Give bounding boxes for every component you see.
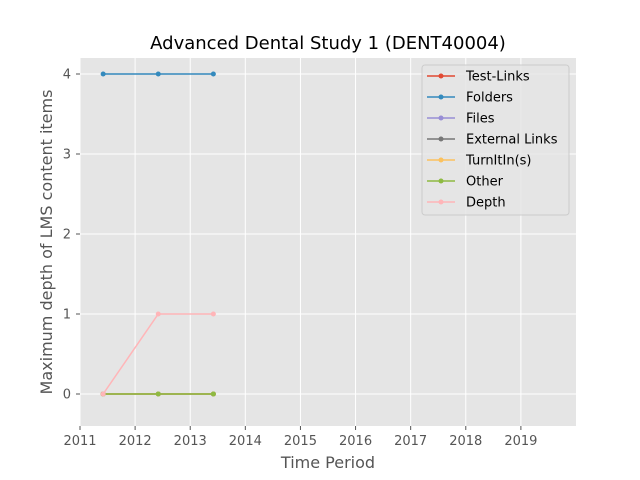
series-depth — [100, 311, 216, 397]
series-group — [100, 71, 216, 397]
x-tick-label: 2013 — [174, 434, 207, 449]
x-axis-label: Time Period — [280, 453, 375, 472]
y-axis-label: Maximum depth of LMS content items — [37, 90, 56, 395]
data-point — [155, 311, 161, 317]
legend-swatch-marker — [438, 136, 444, 142]
legend-swatch-marker — [438, 94, 444, 100]
legend-swatch-marker — [438, 178, 444, 184]
legend: Test-Links Folders Files External Links Turn… — [421, 64, 570, 216]
data-point — [210, 391, 216, 397]
legend-label: Test-Links — [465, 70, 530, 85]
x-tick-label: 2015 — [284, 434, 317, 449]
legend-label: Other — [466, 175, 504, 190]
x-tick-label: 2016 — [339, 434, 372, 449]
x-tick-label: 2014 — [229, 434, 262, 449]
data-point — [210, 71, 216, 77]
legend-swatch-marker — [438, 157, 444, 163]
x-tick-label: 2011 — [63, 434, 96, 449]
x-tick-label: 2012 — [119, 434, 152, 449]
series-folders — [100, 71, 216, 77]
legend-label: External Links — [466, 133, 558, 148]
y-tick-label: 0 — [63, 388, 71, 403]
legend-item: Files — [427, 112, 495, 127]
legend-item: Depth — [427, 196, 506, 211]
legend-swatch-marker — [438, 73, 444, 79]
legend-label: Depth — [466, 196, 506, 211]
y-tick-label: 1 — [63, 308, 71, 323]
data-point — [100, 391, 106, 397]
legend-item: External Links — [427, 133, 558, 148]
data-point — [155, 71, 161, 77]
data-point — [210, 311, 216, 317]
chart-title: Advanced Dental Study 1 (DENT40004) — [150, 33, 506, 54]
legend-item: Test-Links — [427, 70, 530, 85]
legend-label: Files — [466, 112, 495, 127]
y-tick-label: 3 — [63, 148, 71, 163]
y-tick-label: 2 — [63, 228, 71, 243]
x-axis-ticks: 2011 2012 2013 2014 2015 2016 2017 2018 2019 — [63, 426, 537, 449]
legend-label: TurnItIn(s) — [465, 154, 531, 169]
legend-swatch-marker — [438, 199, 444, 205]
y-axis-ticks: 0 1 2 3 4 — [63, 68, 80, 403]
legend-label: Folders — [466, 91, 513, 106]
data-point — [100, 71, 106, 77]
legend-item: Folders — [427, 91, 513, 106]
legend-swatch-marker — [438, 115, 444, 121]
legend-box — [421, 64, 570, 216]
x-tick-label: 2017 — [394, 434, 427, 449]
x-tick-label: 2018 — [449, 434, 482, 449]
x-tick-label: 2019 — [504, 434, 537, 449]
data-point — [155, 391, 161, 397]
y-tick-label: 4 — [63, 68, 71, 83]
legend-item: Other — [427, 175, 504, 190]
legend-item: TurnItIn(s) — [427, 154, 531, 169]
